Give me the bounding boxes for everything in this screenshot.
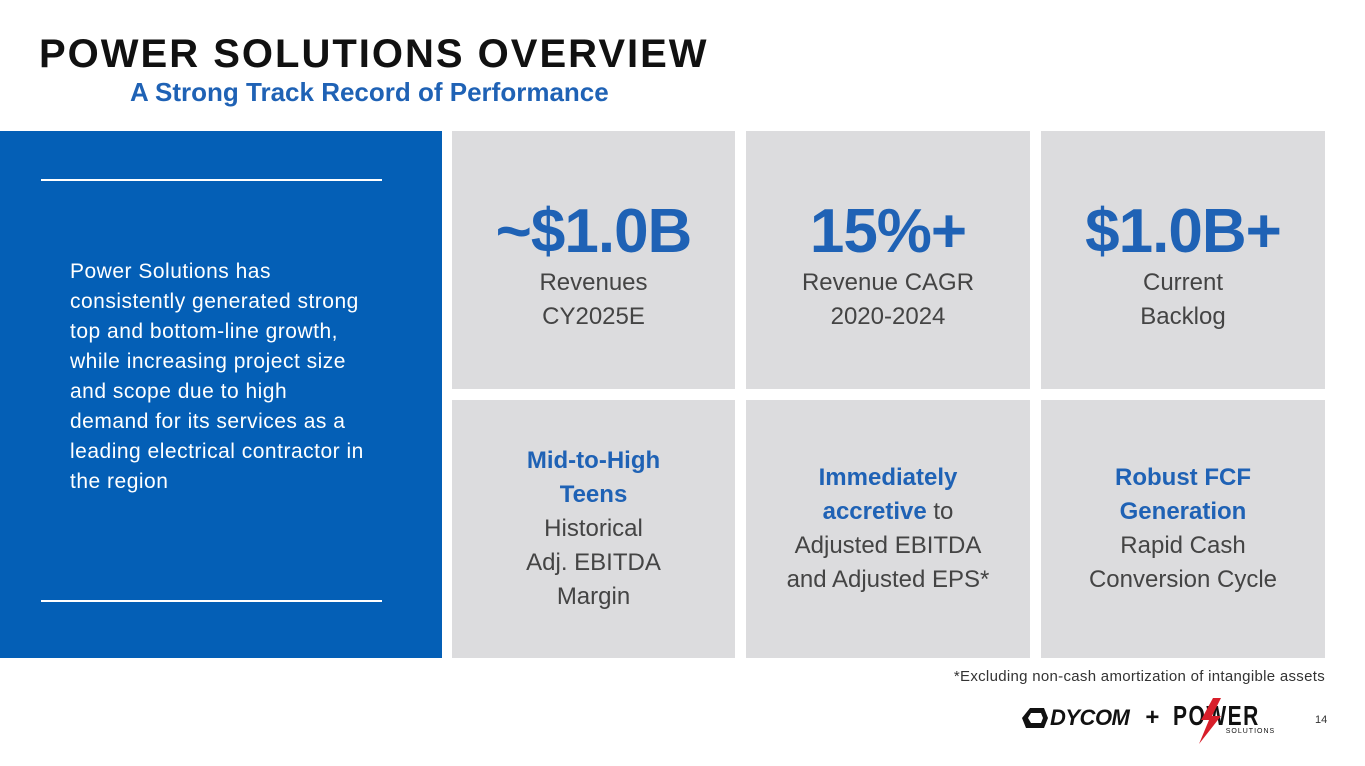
highlight-heading-line: accretive to [823,495,954,529]
metric-tile-cagr: 15%+ Revenue CAGR 2020-2024 [746,131,1030,389]
summary-text: Power Solutions has consistently generat… [70,260,364,493]
metric-tile-backlog: $1.0B+ Current Backlog [1041,131,1325,389]
page-title: POWER SOLUTIONS OVERVIEW [39,32,709,76]
highlight-heading: Robust FCF [1115,464,1251,491]
highlight-heading: Generation [1119,498,1247,525]
highlight-tile-fcf: Robust FCF Generation Rapid Cash Convers… [1041,400,1325,658]
summary-panel: Power Solutions has consistently generat… [0,131,442,658]
footer-logos: DYCOM + POWER SOLUTIONS [1022,696,1289,744]
page-subtitle: A Strong Track Record of Performance [130,77,609,107]
highlight-label: Margin [556,583,631,610]
dycom-logo-text: DYCOM [1050,705,1130,730]
metric-label: Current [1142,269,1224,296]
highlight-label: Adj. EBITDA [526,549,661,576]
divider-top [41,179,382,181]
highlight-label: Rapid Cash [1120,532,1246,559]
highlight-tile-margin: Mid-to-High Teens Historical Adj. EBITDA… [452,400,735,658]
highlight-label: Adjusted EBITDA [794,532,982,559]
metric-value: $1.0B+ [1085,197,1282,266]
highlight-label: Historical [544,515,643,542]
power-solutions-logo: POWER SOLUTIONS [1173,697,1289,744]
metric-label: Backlog [1140,303,1226,330]
divider-bottom [41,600,382,602]
power-logo-sub: SOLUTIONS [1225,727,1276,735]
dycom-logo: DYCOM [1022,705,1130,731]
metric-label: Revenue CAGR [801,269,975,296]
highlight-label: and Adjusted EPS* [786,566,990,593]
page-number: 14 [1315,714,1328,726]
highlight-tile-accretive: Immediately accretive to Adjusted EBITDA… [746,400,1030,658]
metric-value: ~$1.0B [495,197,693,266]
plus-sign: + [1145,704,1160,731]
highlight-heading: Teens [559,481,628,508]
highlight-suffix: to [926,498,954,525]
highlight-heading: Mid-to-High [526,447,661,474]
metric-label: CY2025E [542,303,645,330]
highlight-heading: Immediately [818,464,958,491]
footnote: *Excluding non-cash amortization of inta… [953,668,1325,685]
metric-label: 2020-2024 [830,303,946,330]
dycom-mark-icon [1022,708,1048,728]
highlight-label: Conversion Cycle [1088,566,1278,593]
metric-tile-revenues: ~$1.0B Revenues CY2025E [452,131,735,389]
highlight-inline: accretive [822,498,927,525]
metric-value: 15%+ [809,197,967,266]
lightning-bolt-icon [1199,697,1222,744]
metric-label: Revenues [539,269,648,296]
